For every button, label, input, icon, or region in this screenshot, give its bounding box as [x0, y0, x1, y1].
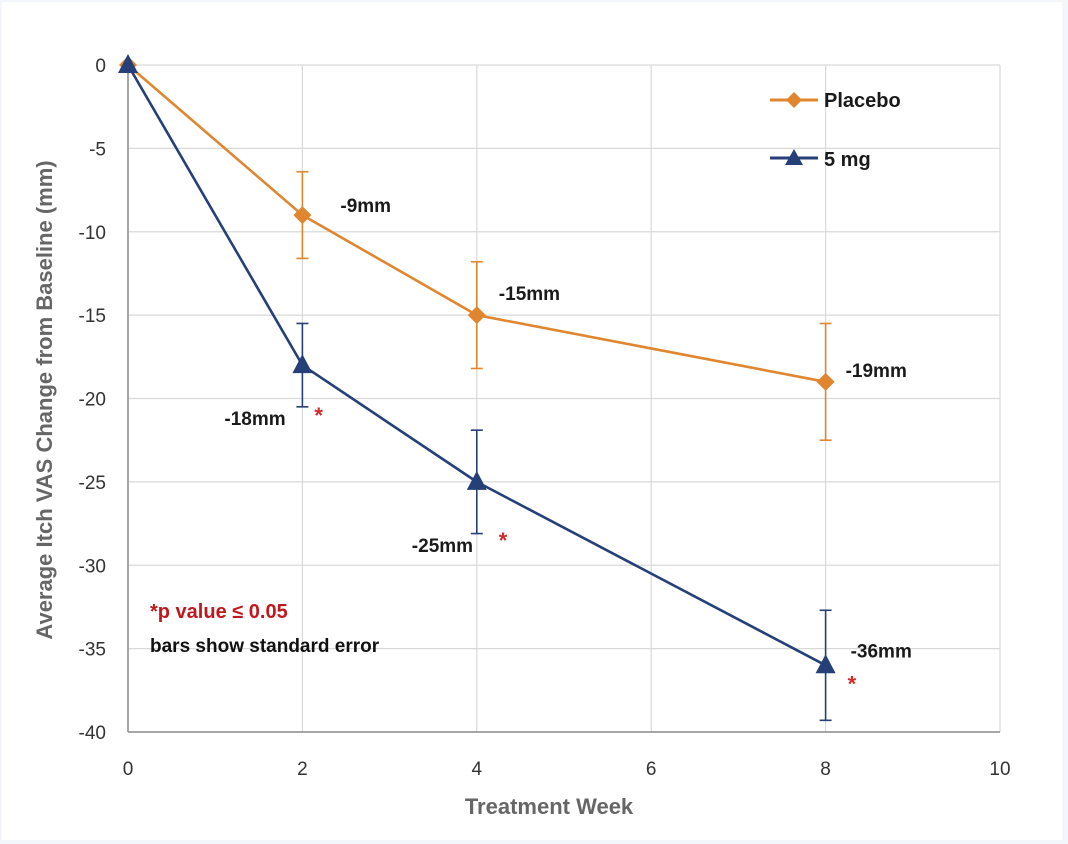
y-tick-label: -25 [79, 473, 106, 494]
5-mg-data-label: -36mm [851, 641, 912, 662]
placebo-point [816, 372, 835, 391]
5-mg-significance-star: * [499, 528, 508, 553]
legend-placebo-label: Placebo [824, 90, 901, 112]
p-value-note: *p value ≤ 0.05 [150, 601, 288, 623]
y-tick-label: -5 [89, 139, 106, 160]
5-mg-point [466, 470, 487, 490]
placebo-data-label: -9mm [340, 196, 391, 217]
y-axis-title: Average Itch VAS Change from Baseline (m… [32, 160, 57, 639]
placebo-point [467, 306, 486, 325]
x-tick-label: 6 [646, 759, 657, 780]
5-mg-data-label: -18mm [224, 409, 285, 430]
x-axis-title: Treatment Week [465, 794, 634, 819]
5-mg-data-label: -25mm [412, 536, 473, 557]
legend: Placebo 5 mg [770, 90, 901, 171]
y-tick-label: -20 [79, 390, 106, 411]
legend-placebo-marker-icon [786, 92, 802, 108]
legend-5mg-label: 5 mg [824, 149, 871, 171]
y-tick-label: -15 [79, 306, 106, 327]
x-tick-label: 0 [123, 759, 134, 780]
5-mg-series-line [126, 64, 827, 667]
y-tick-label: 0 [95, 56, 106, 77]
5-mg-point [815, 654, 836, 674]
placebo-data-label: -19mm [846, 361, 907, 382]
error-bar-note: bars show standard error [150, 636, 380, 657]
5-mg-point [292, 354, 313, 374]
x-tick-label: 2 [297, 759, 308, 780]
placebo-series-line [127, 64, 826, 384]
x-tick-label: 8 [820, 759, 831, 780]
legend-5mg-marker-icon [785, 149, 803, 165]
5-mg-point [118, 54, 138, 73]
placebo-data-label: -15mm [499, 284, 560, 305]
y-tick-label: -10 [79, 223, 106, 244]
x-tick-label: 10 [989, 759, 1010, 780]
5-mg-significance-star: * [848, 671, 857, 696]
y-tick-label: -30 [79, 556, 106, 577]
x-tick-label: 4 [472, 759, 483, 780]
y-tick-label: -40 [79, 723, 106, 744]
placebo-point [293, 206, 312, 225]
y-tick-label: -35 [79, 640, 106, 661]
5-mg-significance-star: * [314, 403, 323, 428]
